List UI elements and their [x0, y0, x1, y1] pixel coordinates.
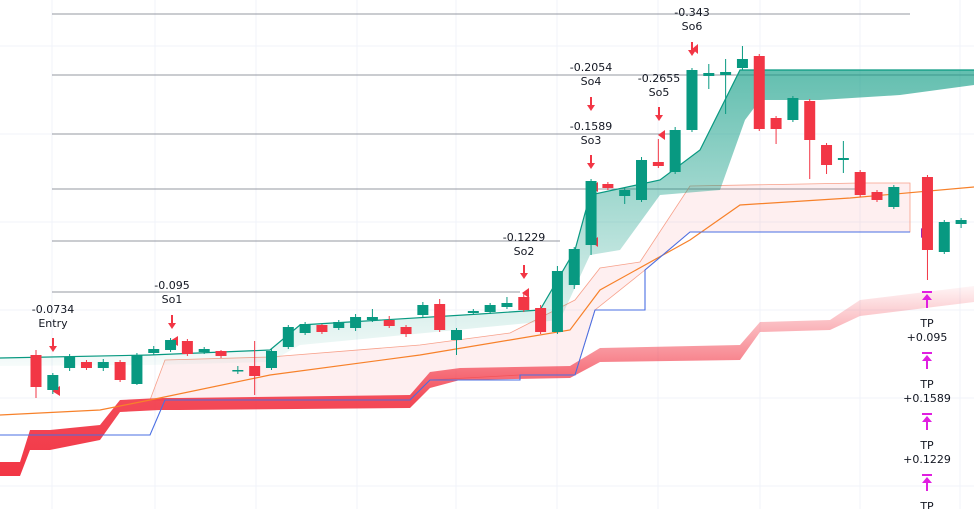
candle-body	[770, 118, 782, 129]
candle-body	[80, 362, 92, 368]
arrow-head	[587, 163, 595, 169]
candle-body	[736, 59, 748, 68]
candle-body	[837, 158, 849, 160]
annotation-value: -0.1589	[570, 120, 612, 133]
candle-body	[938, 222, 950, 252]
candle-body	[551, 271, 563, 332]
annotation-label: So5	[649, 86, 670, 99]
candle-body	[299, 324, 311, 333]
candle-body	[114, 362, 126, 380]
tp-arrow-head	[922, 477, 932, 483]
candle-body	[316, 325, 328, 332]
candle-body	[198, 349, 210, 352]
candle-body	[787, 98, 799, 120]
annotation-label: So3	[581, 134, 602, 147]
tp-value: +0.1229	[903, 453, 951, 466]
candle-body	[636, 160, 648, 200]
tp-label: TP	[919, 378, 934, 391]
annotation-label: Entry	[38, 317, 68, 330]
annotation-label: So2	[514, 245, 535, 258]
candle-body	[484, 305, 496, 312]
candle-body	[804, 101, 816, 140]
candle-body	[148, 349, 160, 353]
candle-body	[518, 297, 530, 310]
tp-arrow-head	[922, 416, 932, 422]
candle-body	[232, 370, 244, 372]
level-lines	[52, 13, 974, 293]
candle-body	[64, 357, 76, 368]
candle-body	[165, 340, 177, 350]
candle-body	[686, 70, 698, 130]
arrow-head	[520, 273, 528, 279]
candle-body	[400, 327, 412, 334]
candle-body	[720, 72, 732, 75]
tp-value: +0.095	[907, 331, 948, 344]
arrow-head	[168, 323, 176, 329]
candle-body	[585, 181, 597, 245]
candle-body	[652, 162, 664, 166]
annotation-value: -0.095	[154, 279, 189, 292]
candle-body	[753, 56, 765, 129]
candle-body	[383, 320, 395, 326]
annotation-value: -0.343	[674, 6, 709, 19]
annotation-label: So4	[581, 75, 602, 88]
annotation-value: -0.2655	[638, 72, 680, 85]
annotation-label: So1	[162, 293, 183, 306]
candle-body	[249, 366, 261, 376]
annotation-value: -0.2054	[570, 61, 612, 74]
candles	[30, 46, 967, 398]
candle-body	[602, 184, 614, 188]
tp-value: +0.1589	[903, 392, 951, 405]
candle-body	[619, 190, 631, 196]
candle-body	[535, 308, 547, 332]
candle-body	[955, 220, 967, 224]
blue-step-line	[0, 231, 910, 436]
candle-body	[669, 130, 681, 172]
candle-body	[854, 172, 866, 195]
candle-body	[434, 304, 446, 330]
candle-body	[215, 351, 227, 356]
candle-body	[467, 311, 479, 313]
candle-body	[703, 73, 715, 76]
candle-body	[282, 327, 294, 347]
tp-arrow-head	[922, 294, 932, 300]
orange-line	[0, 186, 974, 416]
candle-body	[568, 249, 580, 285]
candle-body	[47, 375, 59, 390]
candle-body	[921, 177, 933, 250]
candle-body	[871, 192, 883, 200]
red-band	[0, 286, 974, 476]
teal-cloud	[0, 70, 974, 366]
candle-body	[30, 355, 42, 387]
candle-body	[888, 187, 900, 207]
annotation-value: -0.0734	[32, 303, 74, 316]
tp-label: TP	[919, 317, 934, 330]
annotation-value: -0.1229	[503, 231, 545, 244]
arrow-head	[655, 115, 663, 121]
arrow-head	[587, 105, 595, 111]
tp-arrow-head	[922, 355, 932, 361]
tp-label: TP	[919, 500, 934, 509]
arrow-head	[49, 346, 57, 352]
candle-body	[451, 330, 462, 340]
tp-label: TP	[919, 439, 934, 452]
candle-body	[501, 303, 513, 307]
candle-body	[417, 305, 429, 315]
annotation-label: So6	[682, 20, 703, 33]
candle-body	[821, 145, 833, 165]
candle-body	[265, 351, 277, 368]
candle-body	[181, 341, 193, 354]
arrow-head	[688, 50, 696, 56]
candle-body	[366, 317, 378, 320]
candle-body	[333, 322, 345, 328]
candle-body	[97, 362, 109, 368]
candle-body	[131, 355, 143, 384]
candle-body	[350, 317, 362, 328]
